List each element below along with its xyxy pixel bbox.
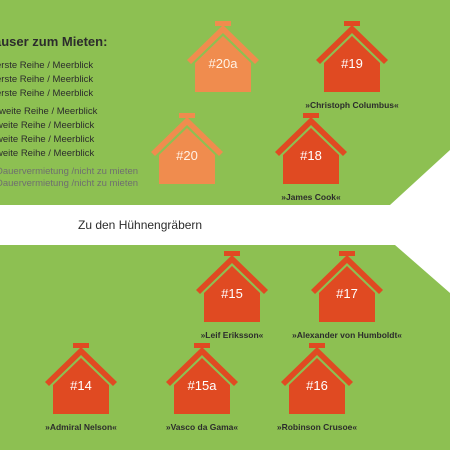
house-number: #18 [300,148,322,163]
legend-item: weite Reihe / Meerblick [0,148,95,159]
house-number: #19 [341,56,363,71]
house-number: #17 [336,286,358,301]
house-name: »Robinson Crusoe« [276,422,358,432]
house-16[interactable]: #16 »Robinson Crusoe« [272,342,362,432]
legend-heading: äuser zum Mieten: [0,34,108,49]
house-icon [311,251,383,322]
house-17[interactable]: #17 »Alexander von Humboldt« [292,250,402,340]
house-icon [281,343,353,414]
legend-item: rweite Reihe / Meerblick [0,106,98,117]
house-number: #20a [208,56,238,71]
house-number: #16 [306,378,328,393]
house-icon [166,343,238,414]
house-name: »Leif Eriksson« [200,330,264,340]
legend-item: weite Reihe / Meerblick [0,120,95,131]
legend-item: erste Reihe / Meerblick [0,88,94,99]
house-14[interactable]: #14 »Admiral Nelson« [36,342,126,432]
house-20[interactable]: #20 [142,112,232,188]
legend-item: erste Reihe / Meerblick [0,74,94,85]
house-15[interactable]: #15 »Leif Eriksson« [187,250,277,340]
house-name: »Christoph Columbus« [305,100,399,110]
house-icon [316,21,388,92]
house-name: »Alexander von Humboldt« [291,330,403,340]
house-20a[interactable]: #20a [178,20,268,96]
house-icon [187,21,259,92]
house-number: #15 [221,286,243,301]
house-number: #15a [187,378,217,393]
legend-item: Dauervermietung /nicht zu mieten [0,178,139,189]
house-icon [45,343,117,414]
house-number: #14 [70,378,92,393]
house-icon [151,113,223,184]
house-15a[interactable]: #15a »Vasco da Gama« [157,342,247,432]
house-18[interactable]: #18 »James Cook« [266,112,356,202]
house-19[interactable]: #19 »Christoph Columbus« [305,20,399,110]
house-name: »James Cook« [281,192,341,202]
house-number: #20 [176,148,198,163]
house-name: »Vasco da Gama« [165,422,239,432]
house-icon [196,251,268,322]
legend-item: erste Reihe / Meerblick [0,60,94,71]
legend-item: weite Reihe / Meerblick [0,134,95,145]
path-label: Zu den Hühnengräbern [78,218,203,232]
legend-item: Dauervermietung /nicht zu mieten [0,166,139,177]
house-name: »Admiral Nelson« [45,422,117,432]
house-icon [275,113,347,184]
